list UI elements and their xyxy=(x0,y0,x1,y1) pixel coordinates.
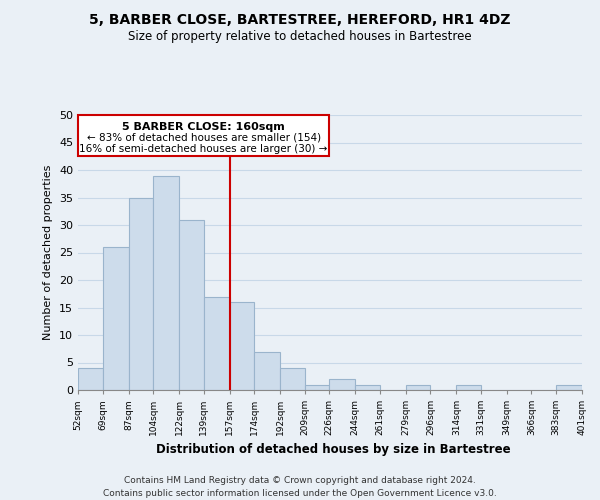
Bar xyxy=(457,384,481,390)
Bar xyxy=(280,368,305,390)
Bar xyxy=(305,384,329,390)
Bar xyxy=(179,220,203,390)
Y-axis label: Number of detached properties: Number of detached properties xyxy=(43,165,53,340)
Bar xyxy=(203,296,230,390)
Bar xyxy=(128,198,153,390)
Bar xyxy=(355,384,380,390)
Bar xyxy=(556,384,582,390)
Bar xyxy=(78,368,103,390)
Text: 16% of semi-detached houses are larger (30) →: 16% of semi-detached houses are larger (… xyxy=(79,144,328,154)
Bar xyxy=(103,247,128,390)
Bar xyxy=(254,352,280,390)
Bar xyxy=(406,384,430,390)
Text: Size of property relative to detached houses in Bartestree: Size of property relative to detached ho… xyxy=(128,30,472,43)
Text: 5, BARBER CLOSE, BARTESTREE, HEREFORD, HR1 4DZ: 5, BARBER CLOSE, BARTESTREE, HEREFORD, H… xyxy=(89,12,511,26)
Bar xyxy=(329,379,355,390)
Text: ← 83% of detached houses are smaller (154): ← 83% of detached houses are smaller (15… xyxy=(86,132,321,142)
Text: Contains public sector information licensed under the Open Government Licence v3: Contains public sector information licen… xyxy=(103,489,497,498)
Bar xyxy=(230,302,254,390)
Bar xyxy=(153,176,179,390)
Text: 5 BARBER CLOSE: 160sqm: 5 BARBER CLOSE: 160sqm xyxy=(122,122,285,132)
FancyBboxPatch shape xyxy=(78,115,329,156)
Text: Distribution of detached houses by size in Bartestree: Distribution of detached houses by size … xyxy=(155,442,511,456)
Text: Contains HM Land Registry data © Crown copyright and database right 2024.: Contains HM Land Registry data © Crown c… xyxy=(124,476,476,485)
